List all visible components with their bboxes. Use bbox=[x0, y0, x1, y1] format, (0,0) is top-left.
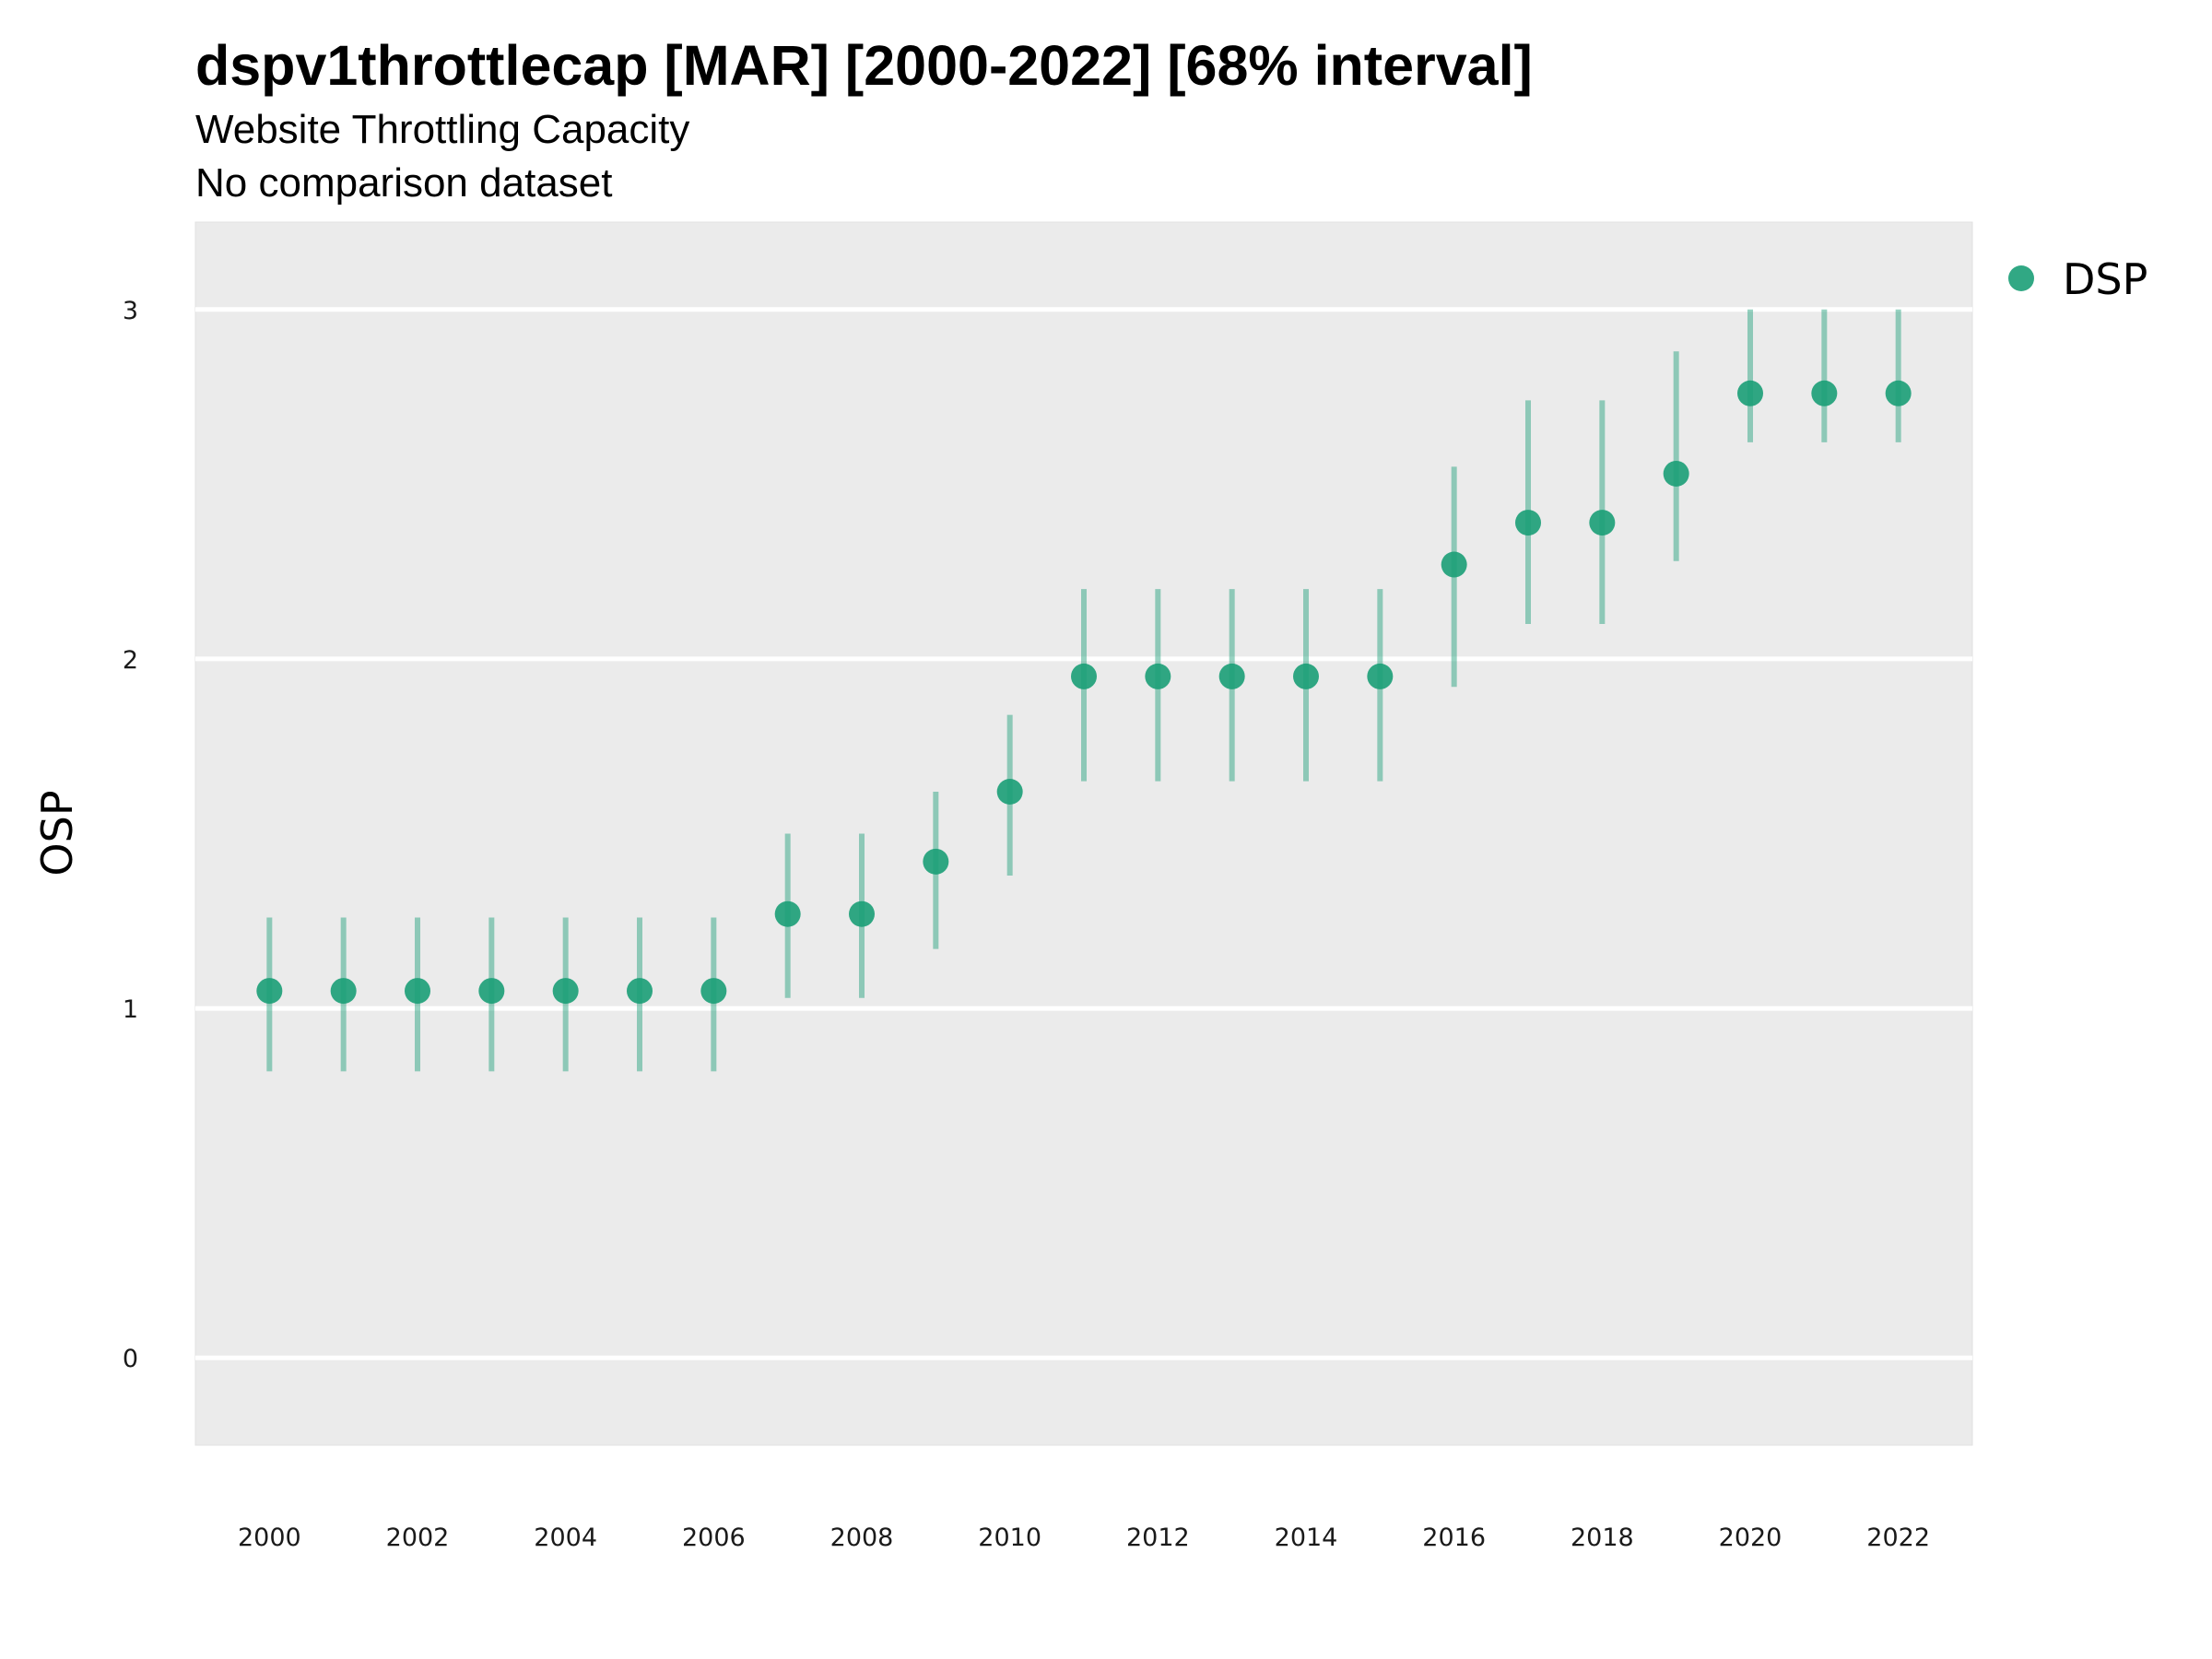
plot-panel bbox=[194, 221, 1973, 1446]
data-point bbox=[552, 978, 579, 1005]
y-tick-label: 0 bbox=[123, 1345, 138, 1373]
x-tick-label: 2012 bbox=[1126, 1524, 1190, 1552]
x-tick-label: 2002 bbox=[386, 1524, 450, 1552]
data-point bbox=[1145, 663, 1171, 689]
data-point bbox=[1441, 551, 1467, 578]
data-point bbox=[996, 779, 1023, 806]
x-tick-label: 2016 bbox=[1422, 1524, 1486, 1552]
data-points bbox=[256, 380, 1912, 1005]
data-point bbox=[1515, 510, 1541, 536]
x-tick-label: 2022 bbox=[1866, 1524, 1930, 1552]
data-point bbox=[1071, 663, 1097, 689]
x-tick-label: 2004 bbox=[534, 1524, 597, 1552]
chart-caption: No comparison dataset bbox=[195, 160, 612, 206]
data-point bbox=[1737, 380, 1763, 406]
data-point bbox=[1367, 663, 1394, 689]
y-axis-label: OSP bbox=[32, 790, 82, 876]
data-point bbox=[923, 848, 949, 875]
data-point bbox=[849, 900, 875, 927]
data-point bbox=[774, 900, 801, 927]
x-tick-label: 2010 bbox=[978, 1524, 1041, 1552]
y-tick-label: 2 bbox=[123, 646, 138, 675]
legend-label-dsp: DSP bbox=[2063, 254, 2147, 304]
x-tick-labels: 2000 2002 2004 2006 2008 2010 2012 2014 2016 2018… bbox=[238, 1524, 1930, 1552]
x-tick-label: 2006 bbox=[682, 1524, 746, 1552]
x-tick-label: 2008 bbox=[830, 1524, 894, 1552]
data-point bbox=[478, 978, 505, 1005]
y-tick-label: 3 bbox=[123, 297, 138, 325]
x-tick-label: 2000 bbox=[238, 1524, 301, 1552]
y-tick-labels: 0 1 2 3 bbox=[123, 297, 138, 1373]
legend-key-dsp bbox=[2008, 265, 2034, 291]
legend: DSP bbox=[2008, 254, 2147, 304]
data-point bbox=[405, 978, 430, 1005]
grid-lines bbox=[195, 307, 1972, 1360]
data-point bbox=[1589, 510, 1616, 536]
data-point bbox=[1885, 380, 1912, 406]
chart-subtitle: Website Throttling Capacity bbox=[195, 107, 689, 152]
data-point bbox=[256, 978, 283, 1005]
data-point bbox=[1218, 663, 1245, 689]
data-point bbox=[1663, 460, 1689, 487]
data-point bbox=[1293, 663, 1319, 689]
x-tick-label: 2014 bbox=[1275, 1524, 1338, 1552]
data-point bbox=[700, 978, 727, 1005]
data-point bbox=[330, 978, 357, 1005]
chart-title: dspv1throttlecap [MAR] [2000-2022] [68% … bbox=[195, 34, 1533, 97]
data-point bbox=[627, 978, 653, 1005]
x-tick-label: 2020 bbox=[1719, 1524, 1783, 1552]
x-tick-label: 2018 bbox=[1571, 1524, 1634, 1552]
y-tick-label: 1 bbox=[123, 995, 138, 1024]
data-point bbox=[1811, 380, 1838, 406]
